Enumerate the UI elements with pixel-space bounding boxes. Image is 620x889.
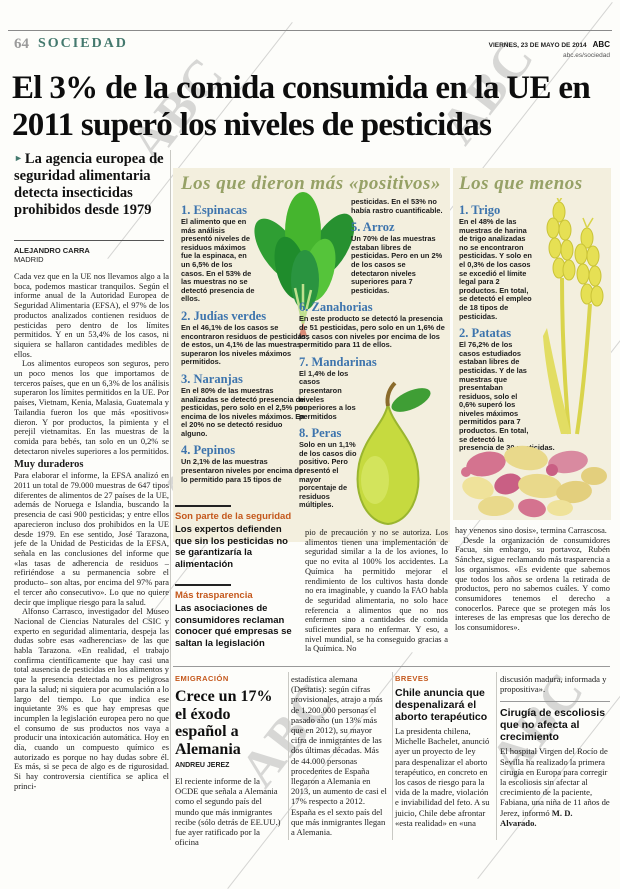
paragraph: Para elaborar el informe, la EFSA analiz… — [14, 471, 169, 607]
item-text: En el 46,1% de los casos se encontraron … — [181, 322, 309, 367]
item-title: 7. Mandarinas — [299, 354, 377, 369]
breve-signature: M. D. Alvarado. — [500, 807, 573, 828]
wheat-illustration — [543, 198, 604, 435]
item-title: 8. Peras — [299, 426, 342, 441]
infographic-title: Los que dieron más «positivos» — [181, 173, 441, 194]
item-title: 2. Patatas — [459, 326, 512, 341]
article-body-column-4: hay venenos sino dosis», termina Carrasc… — [455, 526, 610, 633]
kicker-emigracion: EMIGRACIÓN — [175, 674, 229, 683]
emigration-body: El reciente informe de la OCDE que señal… — [175, 776, 281, 848]
paragraph: Desde la organización de consumidores Fa… — [455, 535, 610, 633]
infographic-title: Los que menos — [459, 173, 583, 194]
emigration-title: Crece un 17% el éxodo español a Alemania — [175, 688, 273, 758]
date: VIERNES, 23 DE MAYO DE 2014 — [488, 42, 587, 49]
item-text: Solo en un 1,1% de los casos dio positiv… — [299, 440, 357, 510]
pullquote-title: Más trasparencia — [175, 590, 253, 601]
infographic-negatives: Los que menos 1. Trigo En el 48% de las … — [453, 168, 611, 520]
breve-body: La presidenta chilena, Michelle Bachelet… — [395, 726, 490, 828]
item-text: En el 80% de las muestras analizadas se … — [181, 385, 307, 438]
spinach-illustration — [254, 192, 355, 336]
breve-title: Cirugía de escoliosis que no afecta al c… — [500, 707, 606, 744]
article-body-column-3: pio de precaución y no se autoriza. Los … — [305, 528, 448, 654]
emigration-byline: ANDREU JEREZ — [175, 762, 230, 769]
pullquote-text: Las asociaciones de consumidores reclama… — [175, 603, 292, 649]
section-label: SOCIEDAD — [38, 36, 128, 51]
kicker-breves: BREVES — [395, 674, 429, 683]
byline: ALEJANDRO CARRA MADRID — [14, 246, 90, 264]
divider — [500, 701, 610, 703]
emigration-article: EMIGRACIÓN Crece un 17% el éxodo español… — [175, 674, 283, 847]
item-text: El 1,4% de los casos presentaron niveles… — [299, 368, 356, 421]
standfirst: ► La agencia europea de seguridad aliment… — [14, 150, 168, 219]
item-text: El 76,2% de los casos estudiados estaban… — [459, 340, 555, 453]
divider — [14, 240, 164, 241]
pullquote-text: Los expertos defienden que sin los pesti… — [175, 524, 288, 570]
pullquote-title: Son parte de la seguridad — [175, 511, 292, 522]
column-divider — [392, 672, 393, 840]
emigration-body-column-2: estadística alemana (Destatis): según ci… — [291, 674, 387, 837]
pullquote-rule — [175, 584, 231, 586]
article-body-column-1: Cada vez que en la UE nos llevamos algo … — [14, 272, 169, 838]
paragraph: pio de precaución y no se autoriza. Los … — [305, 528, 448, 654]
positives-left-column: 1. Espinacas El alimento que en más anál… — [181, 198, 308, 484]
pullquote-2: Más trasparencia Las asociaciones de con… — [175, 584, 299, 649]
potatoes-illustration — [461, 445, 607, 518]
paragraph: hay venenos sino dosis», termina Carrasc… — [455, 526, 607, 535]
breve-runover: discusión madura, informada y propositiv… — [500, 674, 607, 695]
item-title: 3. Naranjas — [181, 371, 243, 386]
pullquote-rule — [175, 505, 231, 507]
column-divider — [288, 672, 289, 840]
pullquote-1: Son parte de la seguridad Los expertos d… — [175, 505, 299, 570]
masthead-rule — [8, 30, 612, 31]
column-divider — [496, 672, 497, 840]
pear-illustration — [356, 381, 431, 526]
item-text: Un 70% de las muestras estaban libres de… — [351, 234, 443, 295]
headline: El 3% de la comida consumida en la UE en… — [12, 70, 591, 143]
page-number: 64 — [14, 36, 29, 52]
item-title: 1. Trigo — [459, 203, 501, 217]
item-text: En el 48% de las muestras de harina de t… — [459, 217, 532, 321]
item-title: 6. Zanahorias — [299, 300, 373, 315]
standfirst-text: La agencia europea de seguridad alimenta… — [14, 151, 164, 218]
item-title: 2. Judías verdes — [181, 308, 267, 323]
item-title: 5. Arroz — [351, 220, 395, 235]
item-text-runover: pesticidas. En el 53% no había rastro cu… — [351, 197, 443, 215]
paragraph: Alfonso Carrasco, investigador del Museo… — [14, 607, 169, 791]
breves-column: BREVES Chile anuncia que despenalizará e… — [395, 674, 492, 828]
site-url: abc.es/sociedad — [563, 52, 610, 59]
author-city: MADRID — [14, 255, 44, 264]
negatives-column: 1. Trigo En el 48% de las muestras de ha… — [459, 198, 607, 453]
breves-column-2: discusión madura, informada y propositiv… — [500, 674, 610, 828]
item-title: 1. Espinacas — [181, 203, 247, 217]
bottom-section-rule — [173, 666, 610, 667]
item-text: En este producto se detectó la presencia… — [299, 314, 445, 350]
item-title: 4. Pepinos — [181, 443, 236, 458]
breve-title: Chile anuncia que despenalizará el abort… — [395, 687, 488, 723]
paragraph: Cada vez que en la UE nos llevamos algo … — [14, 272, 169, 359]
author-name: ALEJANDRO CARRA — [14, 246, 90, 255]
subhead: Muy duraderos — [14, 459, 84, 471]
breve-body: El hospital Virgen del Rocío de Sevilla … — [500, 746, 610, 828]
masthead-right: VIERNES, 23 DE MAYO DE 2014 ABC abc.es/so… — [489, 34, 610, 59]
item-text: Un 2,1% de las muestras presentaron nive… — [181, 457, 303, 484]
paragraph: Los alimentos europeos son seguros, pero… — [14, 359, 169, 456]
abc-logo: ABC — [592, 40, 610, 49]
infographic-positives: Los que dieron más «positivos» 1. Espina… — [173, 168, 450, 542]
paragraph: estadística alemana (Destatis): según ci… — [291, 674, 387, 838]
column-divider — [170, 150, 171, 840]
positives-right-column: pesticidas. En el 53% no había rastro cu… — [299, 197, 445, 510]
breve-body-text: El hospital Virgen del Rocío de Sevilla … — [500, 746, 610, 818]
item-text: El alimento que en más análisis presentó… — [181, 217, 255, 304]
bullet-arrow-icon: ► — [14, 153, 23, 163]
